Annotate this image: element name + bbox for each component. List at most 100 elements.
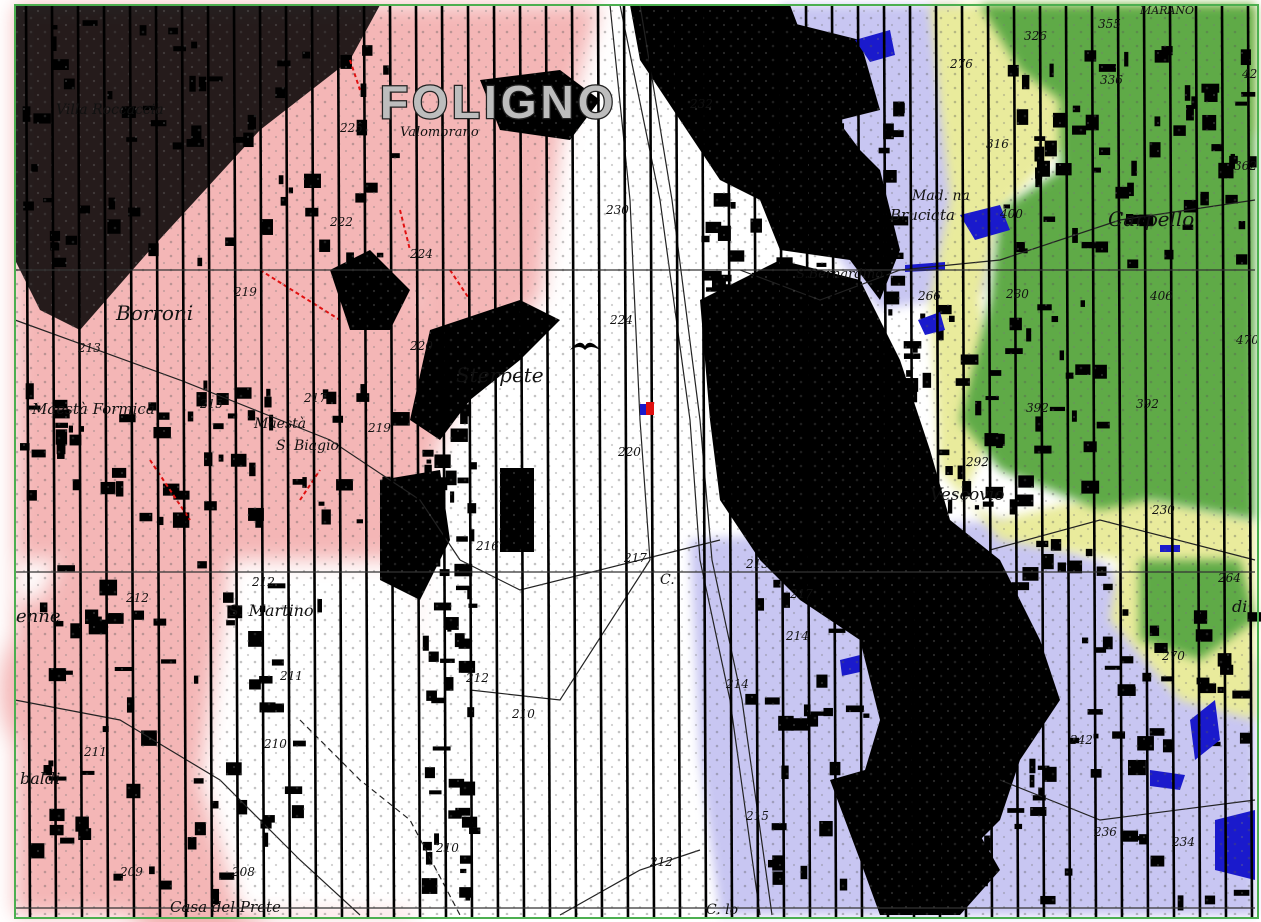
scan-line bbox=[1142, 4, 1150, 919]
scan-line bbox=[1116, 4, 1124, 919]
scan-line bbox=[752, 4, 760, 919]
elevation-label: 219 bbox=[233, 285, 257, 299]
elevation-label: 220 bbox=[409, 339, 433, 353]
elevation-label: 230 bbox=[1151, 503, 1175, 517]
scan-line bbox=[1194, 4, 1202, 919]
scan-line bbox=[1168, 4, 1176, 919]
elevation-label: 266 bbox=[917, 289, 941, 303]
elevation-label: 222 bbox=[329, 215, 353, 229]
elevation-label: 224 bbox=[609, 313, 633, 327]
place-label-casa-del-prete: Casa del Prete bbox=[170, 898, 281, 916]
scan-line bbox=[466, 4, 474, 919]
scan-line bbox=[908, 4, 916, 919]
elevation-label: 234 bbox=[1171, 835, 1195, 849]
place-label-maesta: Maestà bbox=[253, 416, 306, 432]
scan-line bbox=[804, 4, 812, 919]
elevation-label: 270 bbox=[1161, 649, 1185, 663]
place-label-enne: enne bbox=[16, 606, 61, 627]
scan-line bbox=[544, 4, 552, 919]
elevation-label: 326 bbox=[1024, 29, 1047, 43]
elevation-label: 292 bbox=[965, 455, 989, 469]
scan-line bbox=[362, 4, 370, 919]
elevation-label: 362 bbox=[1234, 159, 1257, 173]
elevation-label: 208 bbox=[231, 865, 255, 879]
place-label-carpello: Carpello bbox=[1108, 207, 1194, 231]
elevation-label: 242 bbox=[1069, 733, 1093, 747]
scan-line bbox=[206, 4, 214, 919]
elevation-label: 406 bbox=[1149, 289, 1173, 303]
scan-line bbox=[76, 4, 84, 919]
scan-line bbox=[518, 4, 526, 919]
place-label-s-martino: S. Martino bbox=[228, 601, 314, 620]
place-label-marano: MARANO bbox=[1139, 4, 1194, 17]
elevation-label: 220 bbox=[617, 445, 641, 459]
elevation-label: 236 bbox=[1093, 825, 1117, 839]
elevation-label: 216 bbox=[475, 539, 499, 553]
elevation-label: 217 bbox=[303, 391, 327, 405]
elevation-label: 209 bbox=[119, 865, 143, 879]
scan-line bbox=[232, 4, 240, 919]
elevation-label: 225 bbox=[339, 121, 363, 135]
place-label-villa-roccaccia: Villa Roccaccia bbox=[56, 102, 164, 118]
elevation-label: 42 bbox=[1241, 67, 1257, 81]
elevation-label: 211 bbox=[83, 745, 107, 759]
scan-line bbox=[726, 4, 734, 919]
elevation-label: 215 bbox=[199, 397, 223, 411]
city-label: FOLIGNO bbox=[380, 76, 618, 128]
scan-line bbox=[856, 4, 864, 919]
scan-line bbox=[986, 4, 994, 919]
elevation-label: 230 bbox=[605, 203, 629, 217]
place-label-madonna: Mad. na bbox=[911, 188, 970, 204]
place-label-maesta-formica: Maestà Formica bbox=[31, 400, 155, 418]
elevation-label: 400 bbox=[999, 207, 1023, 221]
location-marker[interactable] bbox=[640, 402, 654, 415]
elevation-label: 211 bbox=[279, 669, 303, 683]
scan-line bbox=[388, 4, 396, 919]
scan-line bbox=[596, 4, 604, 919]
scan-line bbox=[24, 4, 32, 919]
elevation-label: 215 bbox=[745, 809, 769, 823]
scan-line bbox=[674, 4, 682, 919]
scan-line bbox=[570, 4, 578, 919]
scan-line bbox=[154, 4, 162, 919]
scan-line bbox=[1038, 4, 1046, 919]
elevation-label: 264 bbox=[1217, 571, 1241, 585]
elevation-label: 392 bbox=[1026, 401, 1049, 415]
scan-line bbox=[934, 4, 942, 919]
place-label-cimitero-1: C. bbox=[660, 572, 675, 588]
elevation-label: 212 bbox=[465, 671, 489, 685]
elevation-label: 213 bbox=[745, 557, 769, 571]
place-label-s-biagio: S. Biagio bbox=[276, 438, 339, 454]
scan-line bbox=[882, 4, 890, 919]
scan-line bbox=[700, 4, 708, 919]
scan-lines bbox=[24, 4, 1254, 919]
scan-line bbox=[440, 4, 448, 919]
elevation-label: 217 bbox=[623, 551, 647, 565]
elevation-label: 212 bbox=[251, 575, 275, 589]
scan-line bbox=[284, 4, 292, 919]
map-grid bbox=[15, 269, 1255, 909]
place-label-vescovio: Vescovio bbox=[930, 485, 1005, 505]
elevation-label: 336 bbox=[1100, 73, 1123, 87]
place-labels: Carpello Mad. na Bruciata Borroni Sterpe… bbox=[16, 4, 1247, 918]
church-symbol-icon bbox=[570, 342, 600, 350]
elevation-label: 217 bbox=[789, 587, 813, 601]
scan-line bbox=[1246, 4, 1254, 919]
scan-line bbox=[1090, 4, 1098, 919]
scan-line bbox=[960, 4, 968, 919]
elevation-label: 212 bbox=[125, 591, 149, 605]
elevation-label: 280 bbox=[1005, 287, 1029, 301]
scan-line bbox=[622, 4, 630, 919]
elevation-label: 214 bbox=[725, 677, 749, 691]
scan-line bbox=[310, 4, 318, 919]
place-label-s-bernardino: S.Bernardino bbox=[796, 267, 883, 282]
scan-line bbox=[1012, 4, 1020, 919]
scan-line bbox=[102, 4, 110, 919]
scan-line bbox=[414, 4, 422, 919]
elevation-label: 232 bbox=[689, 97, 713, 111]
elevation-label: 316 bbox=[986, 137, 1009, 151]
elevation-label: 355 bbox=[1098, 17, 1121, 31]
scan-line bbox=[778, 4, 786, 919]
